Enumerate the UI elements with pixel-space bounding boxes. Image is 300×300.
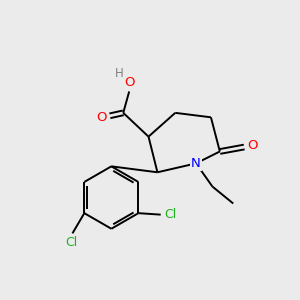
Text: Cl: Cl [65,236,77,249]
Text: O: O [247,139,257,152]
Text: N: N [191,157,201,170]
Text: H: H [114,67,123,80]
Text: O: O [96,111,107,124]
Text: Cl: Cl [164,208,176,221]
Text: O: O [124,76,135,89]
